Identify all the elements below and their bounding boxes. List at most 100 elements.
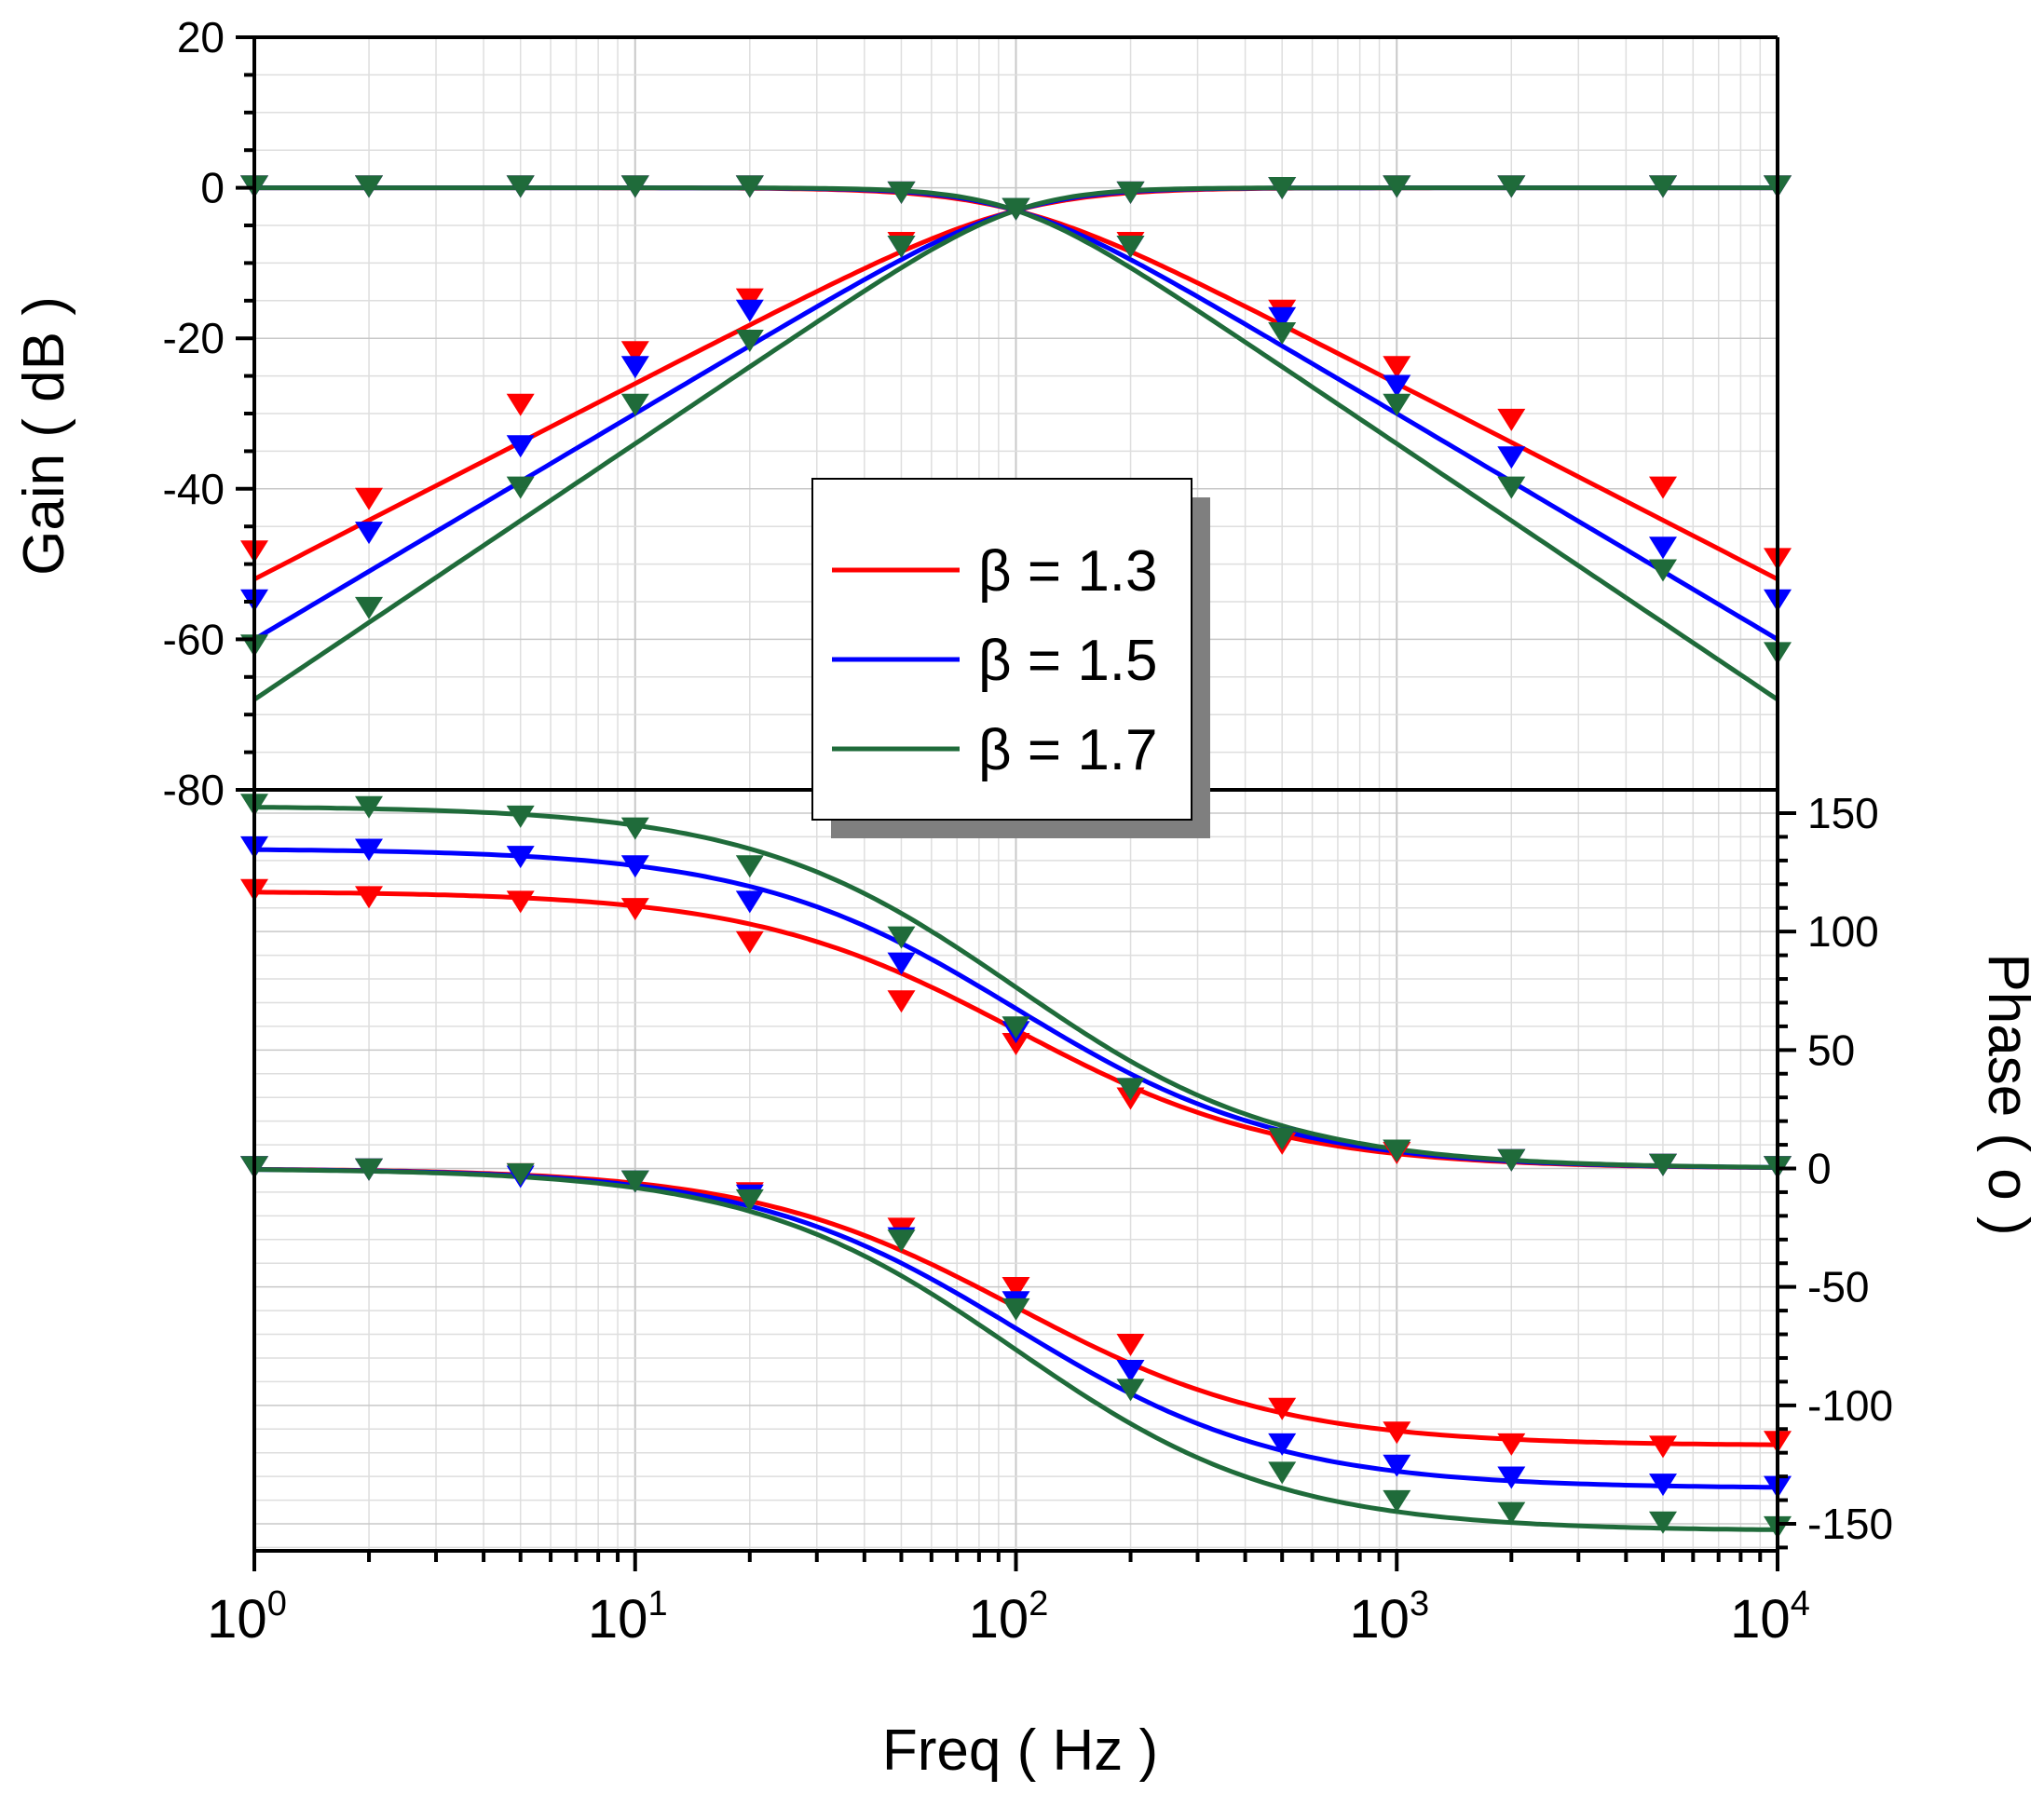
- data-point-marker: [735, 299, 764, 322]
- data-point-marker: [506, 890, 535, 914]
- series-curve-phase: [253, 805, 1778, 1170]
- gain-tick-label: -60: [163, 615, 225, 663]
- series-markers: [240, 175, 1792, 1539]
- data-point-marker: [735, 855, 764, 878]
- data-point-marker: [355, 522, 383, 545]
- phase-tick-label: 0: [1807, 1145, 1832, 1193]
- data-point-marker: [506, 393, 535, 416]
- data-point-marker: [735, 930, 764, 954]
- data-point-marker: [1383, 1421, 1411, 1445]
- phase-tick-label: -100: [1807, 1381, 1893, 1430]
- data-point-marker: [1268, 177, 1297, 199]
- gain-tick-label: -20: [163, 314, 225, 362]
- gain-tick-label: 0: [200, 164, 225, 212]
- gain-tick-label: -40: [163, 465, 225, 513]
- data-point-marker: [1649, 1435, 1677, 1459]
- legend-label: β = 1.7: [978, 718, 1158, 782]
- phase-tick-label: -50: [1807, 1263, 1869, 1311]
- data-point-marker: [1649, 559, 1677, 582]
- data-point-marker: [1116, 1360, 1145, 1382]
- data-point-marker: [620, 393, 649, 416]
- data-point-marker: [735, 890, 764, 914]
- data-point-marker: [620, 1170, 649, 1193]
- data-point-marker: [887, 181, 916, 204]
- data-point-marker: [1649, 537, 1677, 560]
- data-point-marker: [1002, 1016, 1030, 1039]
- phase-tick-label: 100: [1807, 907, 1879, 956]
- data-point-marker: [1383, 356, 1411, 379]
- data-point-marker: [1497, 446, 1526, 469]
- data-point-marker: [506, 805, 535, 828]
- x-tick-label: 103: [1349, 1584, 1429, 1650]
- data-point-marker: [1116, 181, 1145, 204]
- legend: β = 1.3 β = 1.5 β = 1.7: [811, 478, 1210, 838]
- data-point-marker: [355, 886, 383, 909]
- gain-tick-label: -80: [163, 766, 225, 814]
- x-tick-label: 104: [1730, 1584, 1810, 1650]
- data-point-marker: [1497, 1148, 1526, 1172]
- data-point-marker: [1383, 393, 1411, 416]
- data-point-marker: [506, 175, 535, 198]
- data-point-marker: [1497, 408, 1526, 431]
- data-point-marker: [887, 990, 916, 1013]
- data-point-marker: [887, 926, 916, 949]
- data-point-marker: [355, 487, 383, 510]
- data-point-marker: [1649, 175, 1677, 198]
- data-point-marker: [1116, 1078, 1145, 1101]
- data-point-marker: [1002, 197, 1030, 221]
- data-point-marker: [620, 817, 649, 840]
- data-point-marker: [355, 596, 383, 619]
- data-point-marker: [1497, 175, 1526, 198]
- data-point-marker: [620, 898, 649, 921]
- data-point-marker: [1649, 1474, 1677, 1497]
- data-point-marker: [1383, 175, 1411, 198]
- data-point-marker: [1268, 1461, 1297, 1485]
- data-point-marker: [506, 476, 535, 499]
- data-point-marker: [1497, 1433, 1526, 1456]
- x-tick-label: 100: [207, 1584, 287, 1650]
- data-point-marker: [355, 838, 383, 862]
- data-point-marker: [620, 356, 649, 379]
- data-point-marker: [1268, 1397, 1297, 1420]
- data-point-marker: [355, 1158, 383, 1181]
- tick-labels: 20 0 -20 -40 -60 -80 150 100 50 0 -50 -100 -150 100 10…: [163, 13, 1894, 1650]
- data-point-marker: [1002, 1033, 1030, 1055]
- gain-tick-label: 20: [177, 13, 225, 61]
- data-point-marker: [1268, 322, 1297, 345]
- gain-axis-title: Gain ( dB ): [12, 296, 76, 576]
- data-point-marker: [1649, 1153, 1677, 1176]
- x-tick-label: 102: [969, 1584, 1049, 1650]
- legend-box: [811, 478, 1192, 821]
- data-point-marker: [620, 175, 649, 198]
- phase-tick-label: -150: [1807, 1500, 1893, 1548]
- data-point-marker: [355, 175, 383, 198]
- data-point-marker: [1649, 476, 1677, 499]
- data-point-marker: [887, 952, 916, 975]
- data-point-marker: [1383, 374, 1411, 398]
- data-point-marker: [1116, 236, 1145, 258]
- legend-label: β = 1.3: [978, 539, 1158, 604]
- data-point-marker: [1116, 1334, 1145, 1356]
- data-point-marker: [1268, 1433, 1297, 1456]
- data-point-marker: [506, 435, 535, 458]
- data-point-marker: [1116, 1379, 1145, 1402]
- data-point-marker: [1268, 306, 1297, 330]
- data-point-marker: [1002, 1277, 1030, 1299]
- axes: [236, 35, 1796, 1571]
- phase-tick-label: 150: [1807, 789, 1879, 837]
- data-point-marker: [1497, 1501, 1526, 1525]
- data-point-marker: [506, 1162, 535, 1186]
- data-point-marker: [1383, 1139, 1411, 1162]
- data-point-marker: [1497, 1466, 1526, 1489]
- legend-label: β = 1.5: [978, 629, 1158, 693]
- data-point-marker: [1383, 1489, 1411, 1513]
- data-point-marker: [620, 341, 649, 364]
- phase-tick-label: 50: [1807, 1026, 1855, 1074]
- data-point-marker: [1649, 1511, 1677, 1534]
- data-point-marker: [1497, 476, 1526, 499]
- data-point-marker: [735, 330, 764, 352]
- data-point-marker: [620, 855, 649, 878]
- data-point-marker: [887, 1229, 916, 1253]
- data-point-marker: [887, 236, 916, 258]
- data-point-marker: [1383, 1454, 1411, 1477]
